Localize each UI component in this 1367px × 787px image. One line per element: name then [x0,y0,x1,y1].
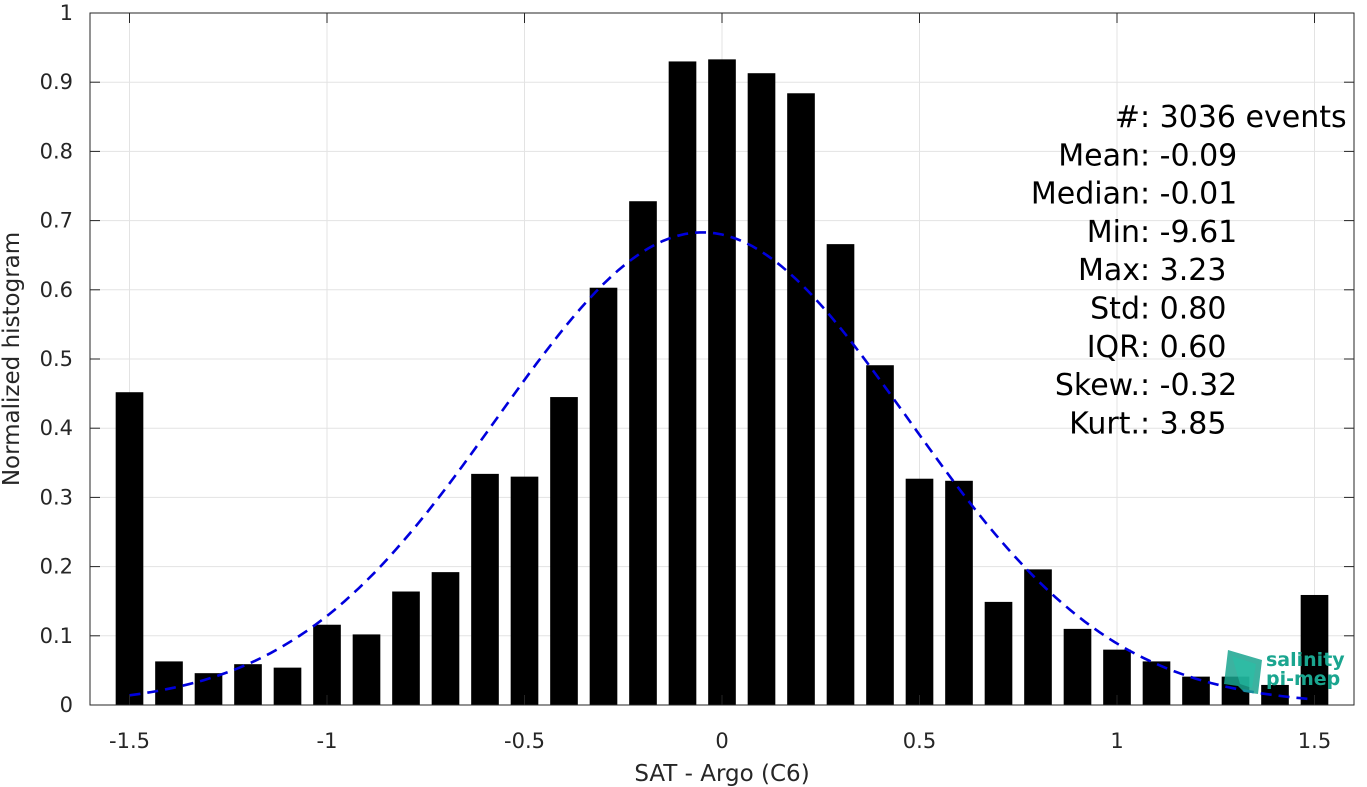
stat-value: : -9.61 [1140,215,1237,250]
salinity-pi-mep-logo: salinity pi-mep [1224,649,1345,694]
histogram-bar [668,61,697,705]
y-tick-label: 0 [60,693,73,717]
histogram-bar [787,93,815,706]
x-tick-label: -1.5 [109,729,150,753]
histogram-bar [1182,676,1210,705]
stat-label: # [1115,100,1140,135]
histogram-bar [826,244,855,706]
x-tick-label: 1.5 [1298,729,1331,753]
stat-value: : -0.32 [1140,368,1237,403]
stat-label: Skew. [1055,368,1140,403]
stat-label: Std [1090,292,1140,327]
y-tick-label: 0.7 [40,209,73,233]
stat-label: Max [1078,253,1140,288]
histogram-bar [905,478,934,705]
histogram-bar [708,59,736,705]
y-axis-label: Normalized histogram [0,232,25,486]
histogram-bar [115,392,144,705]
y-tick-label: 0.3 [40,485,73,509]
stat-value: : 3036 events [1140,100,1347,135]
histogram-bar [945,480,973,705]
y-tick-label: 0.6 [40,278,73,302]
stat-value: : -0.09 [1140,138,1237,173]
stat-value: : 3.85 [1140,406,1226,441]
histogram-bar [629,201,657,705]
y-tick-label: 1 [60,1,73,25]
y-tick-label: 0.2 [40,555,73,579]
histogram-bar [866,365,894,705]
histogram-bar [471,473,499,705]
stat-value: : -0.01 [1140,177,1237,212]
histogram-bar [273,667,302,705]
histogram-bar [392,591,420,705]
y-tick-label: 0.9 [40,70,73,94]
x-tick-label: 0 [715,729,728,753]
stat-value: : 0.60 [1140,330,1226,365]
stat-value: : 0.80 [1140,292,1226,327]
stat-label: IQR [1087,330,1140,365]
histogram-bar [510,476,539,705]
histogram-bar [1063,628,1092,705]
y-tick-label: 0.1 [40,624,73,648]
tick-labels: -1.5 -1 -0.5 0 0.5 1 1.5 0 0.1 0.2 0.3 0.4 0.5 0.6 0.7… [40,1,1332,753]
stat-label: Kurt. [1069,406,1140,441]
histogram-bar [352,634,381,705]
y-tick-label: 0.8 [40,139,73,163]
y-tick-label: 0.4 [40,416,73,440]
logo-text-salinity: salinity [1266,649,1345,671]
histogram-bar [984,601,1013,705]
histogram-bar [747,73,776,706]
x-tick-label: 0.5 [903,729,936,753]
histogram-bar [1024,569,1052,705]
x-tick-label: 1 [1110,729,1123,753]
stat-label: Mean [1058,138,1140,173]
histogram-bar [550,397,578,705]
ticks [90,12,1354,706]
x-tick-label: -1 [317,729,338,753]
stat-value: : 3.23 [1140,253,1226,288]
stat-label: Median [1031,177,1140,212]
x-tick-label: -0.5 [504,729,545,753]
y-tick-label: 0.5 [40,347,73,371]
histogram-bar [1300,594,1329,705]
histogram-bar [313,624,341,705]
histogram-bar [431,572,460,705]
histogram-bar [1261,684,1289,705]
logo-text-pi-mep: pi-mep [1266,668,1340,690]
bars [115,59,1329,706]
gaussian-fit-curve [129,231,1315,701]
histogram-bar [234,664,262,705]
histogram-bar [155,661,183,705]
stat-label: Min [1087,215,1140,250]
x-axis-label: SAT - Argo (C6) [634,761,809,787]
histogram-bar [589,287,618,705]
